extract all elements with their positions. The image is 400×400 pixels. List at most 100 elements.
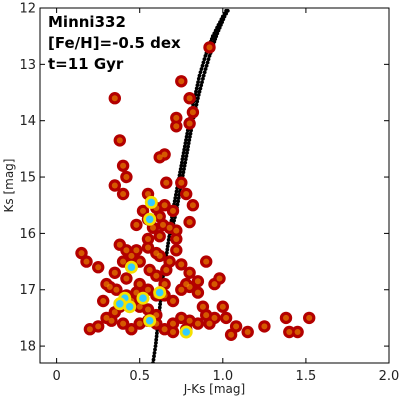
star-mid	[113, 286, 120, 293]
isochrone-point	[210, 34, 215, 39]
dense-core	[145, 215, 154, 224]
dense-core	[145, 316, 154, 325]
star-mid	[86, 326, 93, 333]
star-mid	[166, 258, 173, 265]
star-mid	[161, 326, 168, 333]
star-mid	[153, 250, 160, 257]
star-mid	[161, 202, 168, 209]
isochrone-point	[165, 247, 170, 252]
isochrone-point	[188, 134, 192, 139]
dense-core	[147, 198, 156, 207]
star-mid	[140, 207, 146, 214]
y-tick-label: 13	[19, 58, 36, 73]
star-mid	[120, 162, 127, 169]
isochrone-point	[181, 154, 185, 159]
isochrone-point	[185, 147, 190, 152]
x-tick-label: 1.5	[296, 369, 317, 384]
star-mid	[186, 95, 193, 102]
star-mid	[261, 323, 268, 330]
isochrone-point	[206, 57, 211, 62]
star-mid	[136, 281, 143, 288]
star-mid	[120, 191, 127, 197]
isochrone-point	[194, 89, 198, 94]
star-mid	[194, 289, 201, 296]
star-mid	[136, 303, 143, 310]
isochrone-point	[201, 60, 206, 65]
star-mid	[186, 317, 193, 324]
isochrone-point	[181, 170, 186, 175]
isochrone-point	[194, 86, 199, 91]
isochrone-point	[152, 354, 156, 359]
star-mid	[161, 151, 168, 158]
star-mid	[178, 314, 185, 321]
dense-core	[139, 294, 147, 303]
star-mid	[163, 179, 170, 186]
isochrone-point	[152, 351, 157, 355]
isochrone-point	[154, 334, 159, 339]
isochrone-point	[166, 237, 171, 242]
isochrone-point	[197, 89, 202, 94]
isochrone-point	[172, 199, 177, 204]
isochrone-point	[213, 28, 218, 33]
star-mid	[219, 303, 226, 310]
isochrone-point	[177, 173, 182, 178]
isochrone-point	[174, 192, 178, 197]
isochrone-point	[197, 73, 202, 78]
star-mid	[153, 272, 160, 279]
isochrone-point	[205, 60, 210, 65]
isochrone-point	[200, 80, 204, 84]
star-mid	[120, 258, 127, 265]
isochrone-point	[172, 218, 177, 223]
isochrone-point	[215, 31, 220, 36]
labels-layer: 0 0.5 1.0 1.5 2.0 12 13 14 15 16 17 18	[19, 2, 399, 385]
star-mid	[173, 236, 180, 242]
star-mid	[178, 286, 185, 293]
star-mid	[203, 258, 210, 265]
x-tick-label: 0.5	[129, 369, 150, 384]
star-mid	[150, 224, 156, 231]
star-mid	[123, 275, 130, 282]
isochrone-point	[153, 344, 158, 348]
annotation-line-2: [Fe/H]=-0.5 dex	[48, 34, 181, 52]
y-tick-label: 18	[19, 340, 36, 355]
star-mid	[194, 278, 201, 285]
star-mid	[133, 289, 140, 296]
star-mid	[170, 329, 176, 335]
star-mid	[166, 224, 173, 231]
isochrone-point	[154, 341, 158, 345]
star-mid	[116, 241, 123, 248]
star-mid	[103, 314, 110, 321]
y-tick-label: 15	[19, 171, 36, 186]
star-mid	[111, 95, 118, 102]
star-mid	[173, 114, 180, 121]
y-tick-label: 17	[19, 283, 36, 298]
isochrone-point	[165, 244, 170, 249]
x-tick-label: 0	[52, 369, 60, 384]
star-mid	[186, 219, 193, 226]
dense-core	[116, 300, 124, 308]
star-mid	[95, 264, 102, 271]
star-mid	[233, 323, 240, 330]
isochrone-point	[167, 234, 172, 239]
star-mid	[145, 244, 151, 251]
isochrone-point	[182, 144, 187, 149]
star-mid	[153, 312, 160, 319]
star-mid	[116, 137, 123, 144]
isochrone-point	[204, 63, 209, 68]
star-mid	[106, 283, 113, 290]
isochrone-point	[202, 57, 207, 62]
star-mid	[133, 247, 140, 254]
star-mid	[199, 303, 206, 310]
isochrone-point	[187, 138, 192, 142]
star-mid	[136, 258, 143, 265]
isochrone-point	[185, 131, 190, 136]
isochrone-point	[185, 151, 189, 155]
isochrone-point	[198, 70, 203, 75]
star-mid	[223, 314, 230, 321]
star-mid	[173, 227, 180, 234]
annotation-line-1: Minni332	[48, 13, 126, 31]
star-mid	[145, 191, 151, 197]
dense-core	[127, 263, 136, 272]
isochrone-point	[188, 131, 193, 136]
